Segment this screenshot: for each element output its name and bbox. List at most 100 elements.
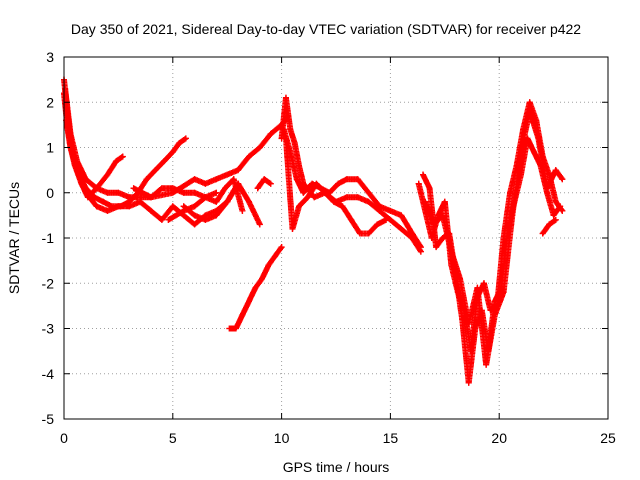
data-point [148, 207, 155, 214]
series-track-6 [165, 176, 246, 223]
data-point [441, 198, 448, 205]
data-point [180, 203, 187, 210]
series-track-7 [180, 180, 242, 223]
data-point [104, 171, 111, 178]
data-point [104, 207, 111, 214]
data-point [282, 94, 289, 101]
data-point [354, 176, 361, 183]
data-point [152, 167, 159, 174]
x-tick-label: 10 [274, 430, 290, 446]
data-point [137, 198, 144, 205]
series-track-12 [282, 135, 390, 237]
data-point [544, 185, 551, 192]
data-point [113, 158, 120, 165]
x-tick-label: 0 [60, 430, 68, 446]
data-point [91, 194, 98, 201]
data-point [256, 221, 263, 228]
data-point [104, 189, 111, 196]
data-point [343, 194, 350, 201]
chart-title: Day 350 of 2021, Sidereal Day-to-day VTE… [71, 21, 581, 37]
data-point [546, 221, 553, 228]
data-point [267, 180, 274, 187]
data-point [272, 253, 279, 260]
data-point [74, 167, 81, 174]
data-point [169, 149, 176, 156]
data-point [356, 230, 363, 237]
data-point [552, 216, 559, 223]
data-point [539, 230, 546, 237]
data-point [365, 198, 372, 205]
data-point [459, 316, 466, 323]
data-point [465, 379, 472, 386]
data-point [552, 198, 559, 205]
y-tick-label: -4 [42, 366, 55, 382]
series-track-15 [422, 108, 566, 368]
data-point [300, 189, 307, 196]
data-point [287, 126, 294, 133]
data-point [531, 149, 538, 156]
data-point [348, 216, 355, 223]
data-point [500, 289, 507, 296]
data-point [472, 325, 479, 332]
data-point [93, 203, 100, 210]
data-point-marks [130, 112, 292, 201]
data-point [296, 203, 303, 210]
data-point [130, 185, 137, 192]
data-point [254, 185, 261, 192]
x-tick-label: 20 [491, 430, 507, 446]
y-tick-label: 0 [46, 185, 54, 201]
data-point [398, 212, 405, 219]
data-point [213, 198, 220, 205]
data-point [304, 194, 311, 201]
data-point [439, 235, 446, 241]
data-point [322, 189, 329, 196]
data-point [176, 139, 183, 146]
data-point [180, 189, 187, 196]
data-point [226, 325, 233, 332]
y-tick-label: -5 [42, 411, 55, 427]
data-point [289, 225, 296, 232]
data-point [191, 212, 198, 219]
data-point [115, 203, 122, 210]
data-point [343, 176, 350, 183]
y-tick-label: 2 [46, 94, 54, 110]
data-point [126, 194, 133, 201]
x-tick-labels: 0 5 10 15 20 25 [60, 430, 616, 446]
data-point [448, 248, 455, 255]
data-point [191, 176, 198, 183]
data-point [313, 180, 320, 187]
x-tick-label: 15 [383, 430, 399, 446]
y-axis-label: SDTVAR / TECUs [6, 182, 22, 294]
data-point [330, 198, 337, 205]
data-point [280, 126, 287, 133]
data-point [293, 176, 300, 183]
data-point [252, 284, 259, 291]
series-track-8 [226, 244, 285, 332]
data-point [265, 262, 272, 269]
y-tick-labels: 3 2 1 0 -1 -2 -3 -4 -5 [42, 49, 55, 427]
data-point [335, 180, 342, 187]
data-point [115, 189, 122, 196]
data-point [296, 162, 303, 169]
data-point [267, 130, 274, 137]
data-point [191, 189, 198, 196]
data-point [158, 216, 165, 223]
data-point [526, 108, 533, 115]
data-point [213, 212, 220, 219]
data-point [119, 153, 126, 160]
data-point [202, 194, 209, 201]
data-point [383, 216, 390, 223]
axis-ticks [63, 56, 609, 420]
data-point [365, 189, 372, 196]
data-point [417, 244, 424, 251]
data-point [169, 203, 176, 210]
data-point [202, 216, 209, 223]
data-point [161, 158, 168, 165]
data-point [354, 194, 361, 201]
data-point [239, 311, 246, 318]
data-point [365, 230, 372, 237]
data-point [535, 135, 542, 142]
series-track-5 [130, 112, 292, 201]
data-point [259, 275, 266, 282]
